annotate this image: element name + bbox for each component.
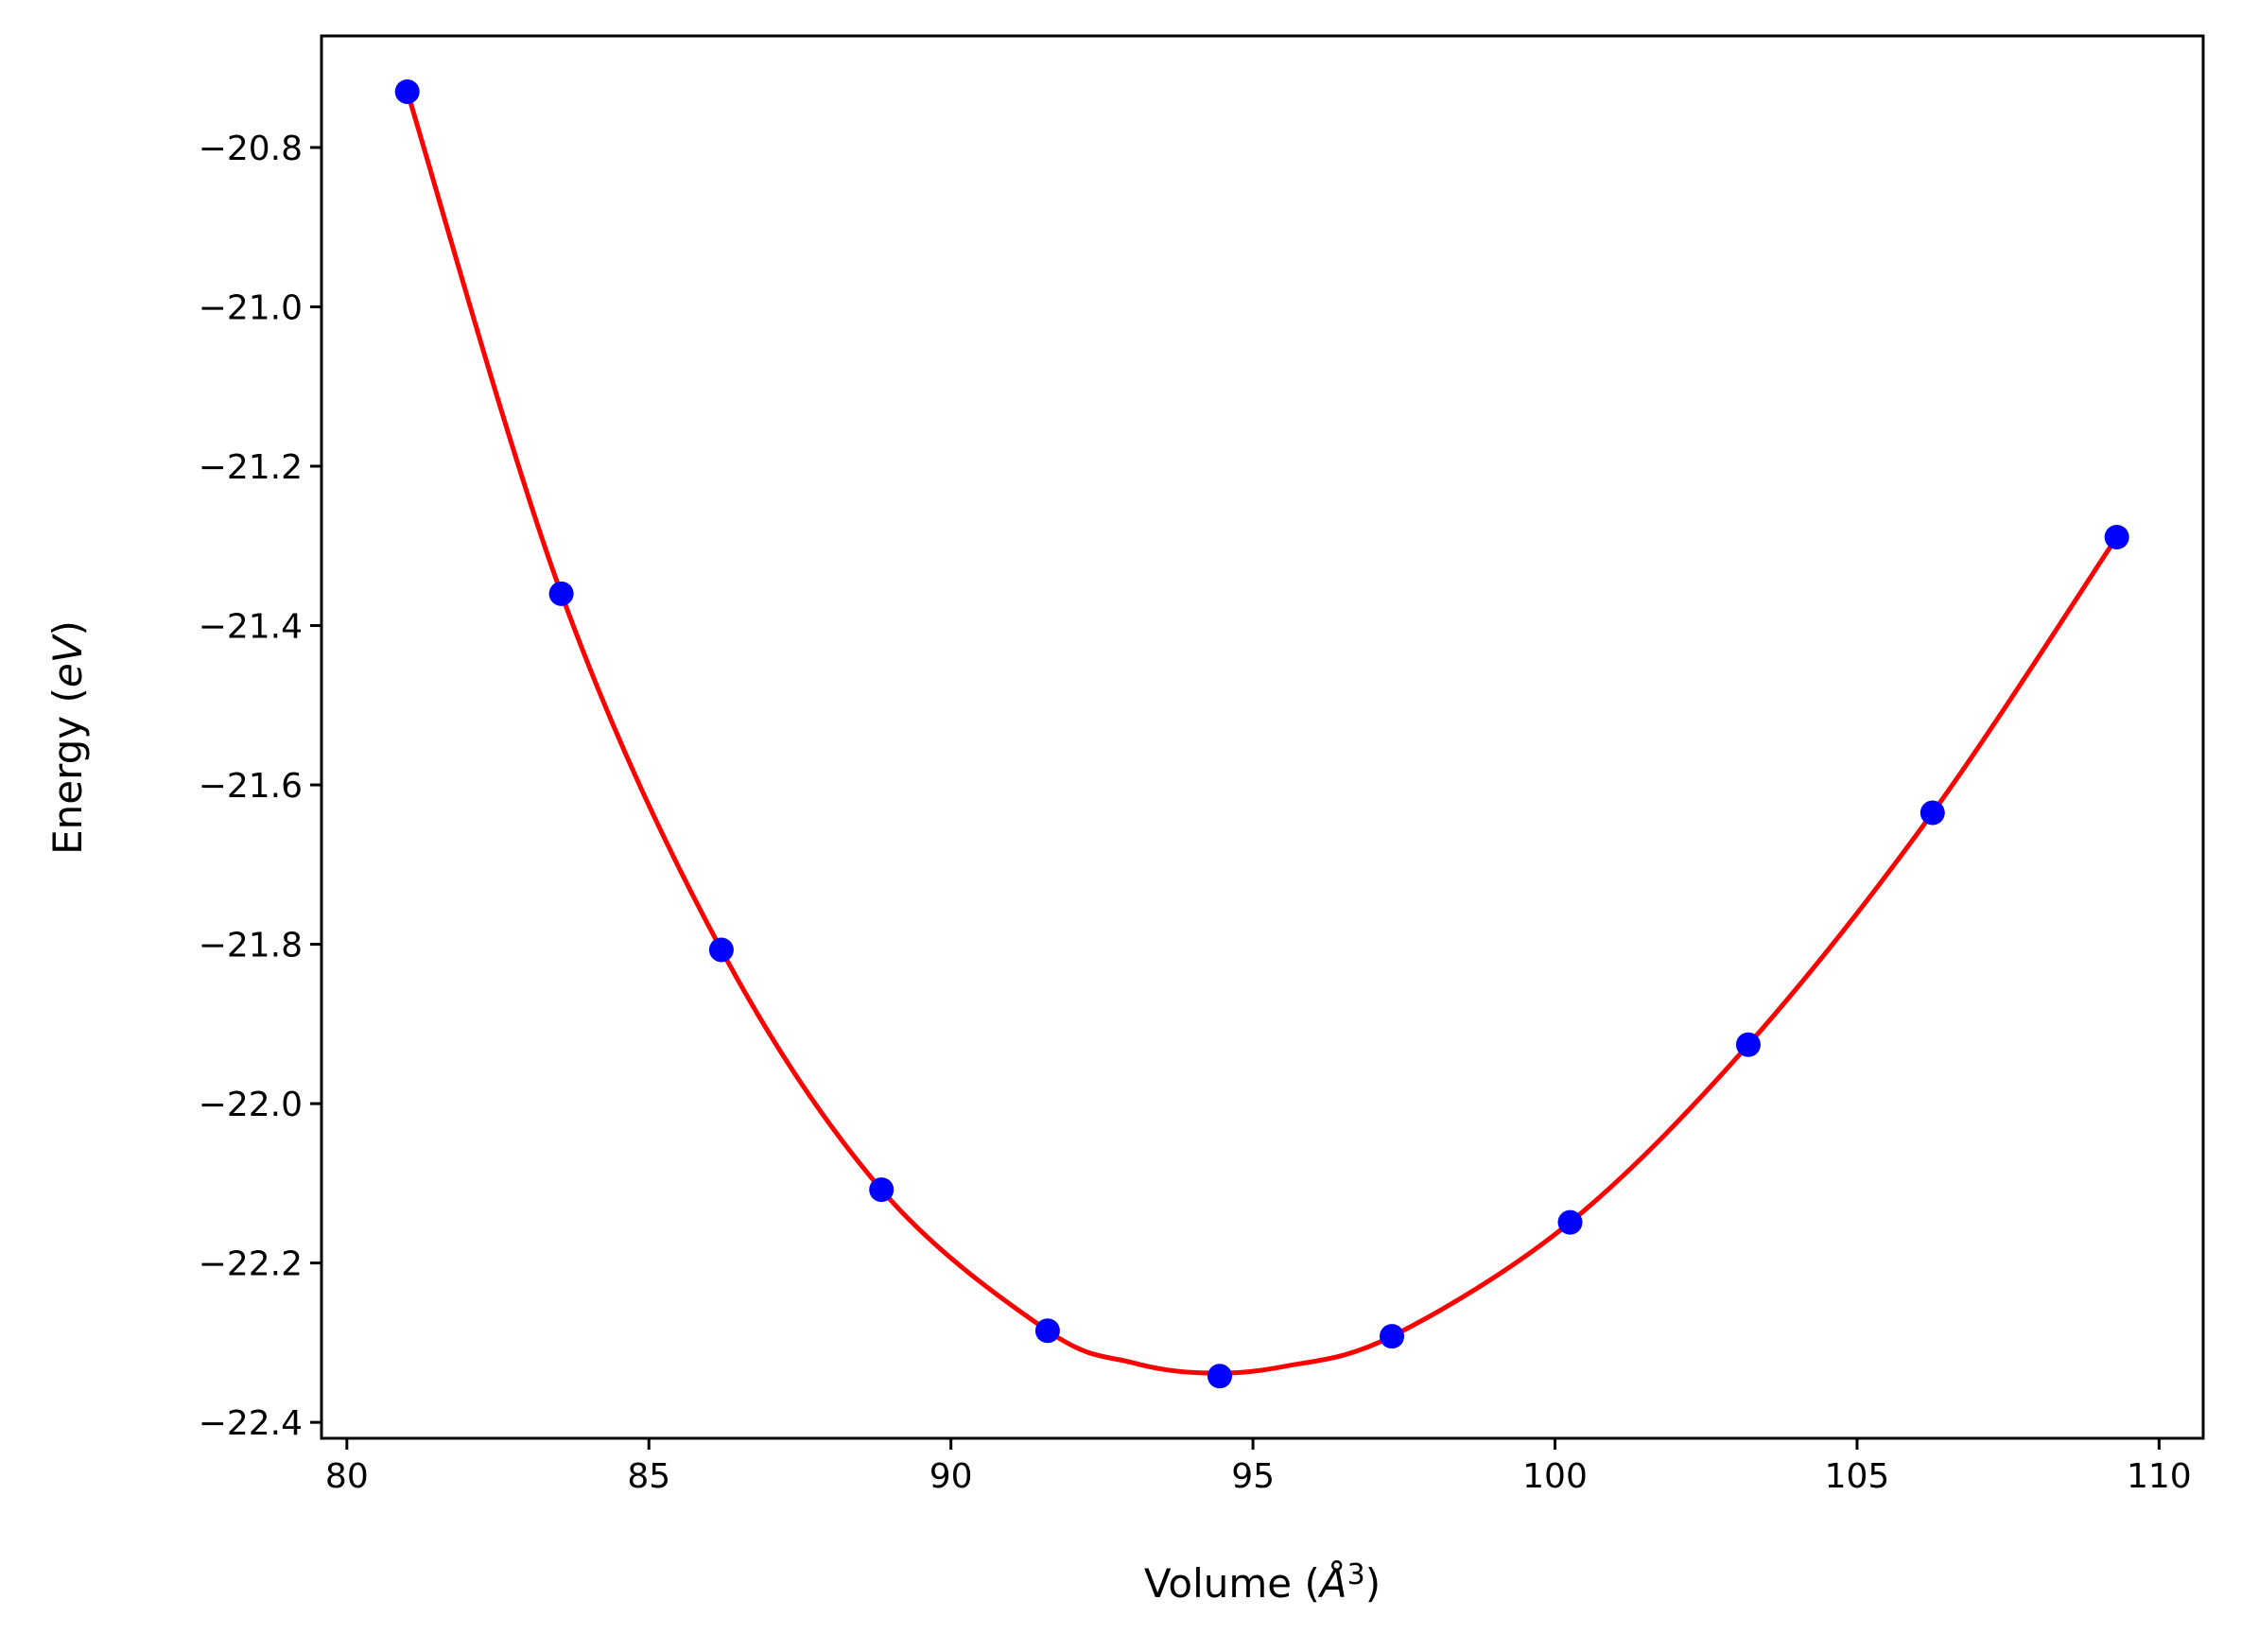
x-tick-label: 110 (2127, 1457, 2192, 1496)
x-axis-title: Volume (Å3) (1144, 1558, 1381, 1607)
x-axis-ticks: 80 85 90 95 100 105 110 (325, 1438, 2192, 1496)
x-tick-label: 80 (325, 1457, 369, 1496)
data-points (394, 78, 2129, 1389)
plot-area (320, 34, 2205, 1440)
fit-curve-line (405, 91, 2119, 1376)
y-axis-title: Energy (eV) (44, 620, 91, 855)
x-tick-label: 90 (929, 1457, 973, 1496)
y-tick-label: −22.4 (199, 1404, 303, 1443)
y-axis-ticks: −20.8 −21.0 −21.2 −21.4 −21.6 −21.8 −22.0 −22.2… (199, 130, 321, 1443)
data-point (1920, 800, 1945, 826)
data-point (1207, 1364, 1232, 1389)
y-tick-label: −21.2 (199, 448, 303, 487)
data-point (869, 1177, 895, 1203)
x-tick-label: 100 (1522, 1457, 1588, 1496)
y-tick-label: −21.8 (199, 927, 303, 965)
data-point (2104, 525, 2129, 550)
data-point (1034, 1318, 1060, 1344)
data-point (548, 581, 574, 606)
x-tick-label: 95 (1231, 1457, 1275, 1496)
y-tick-label: −21.0 (199, 288, 303, 327)
y-tick-label: −22.2 (199, 1245, 303, 1284)
x-tick-label: 105 (1825, 1457, 1890, 1496)
y-tick-label: −21.4 (199, 608, 303, 647)
y-tick-label: −22.0 (199, 1086, 303, 1124)
data-point (394, 78, 420, 104)
y-tick-label: −21.6 (199, 767, 303, 806)
data-point (1380, 1324, 1405, 1349)
data-point (1735, 1032, 1761, 1057)
data-point (1557, 1209, 1583, 1235)
x-tick-label: 85 (627, 1457, 670, 1496)
data-point (708, 937, 734, 963)
y-tick-label: −20.8 (199, 130, 303, 168)
